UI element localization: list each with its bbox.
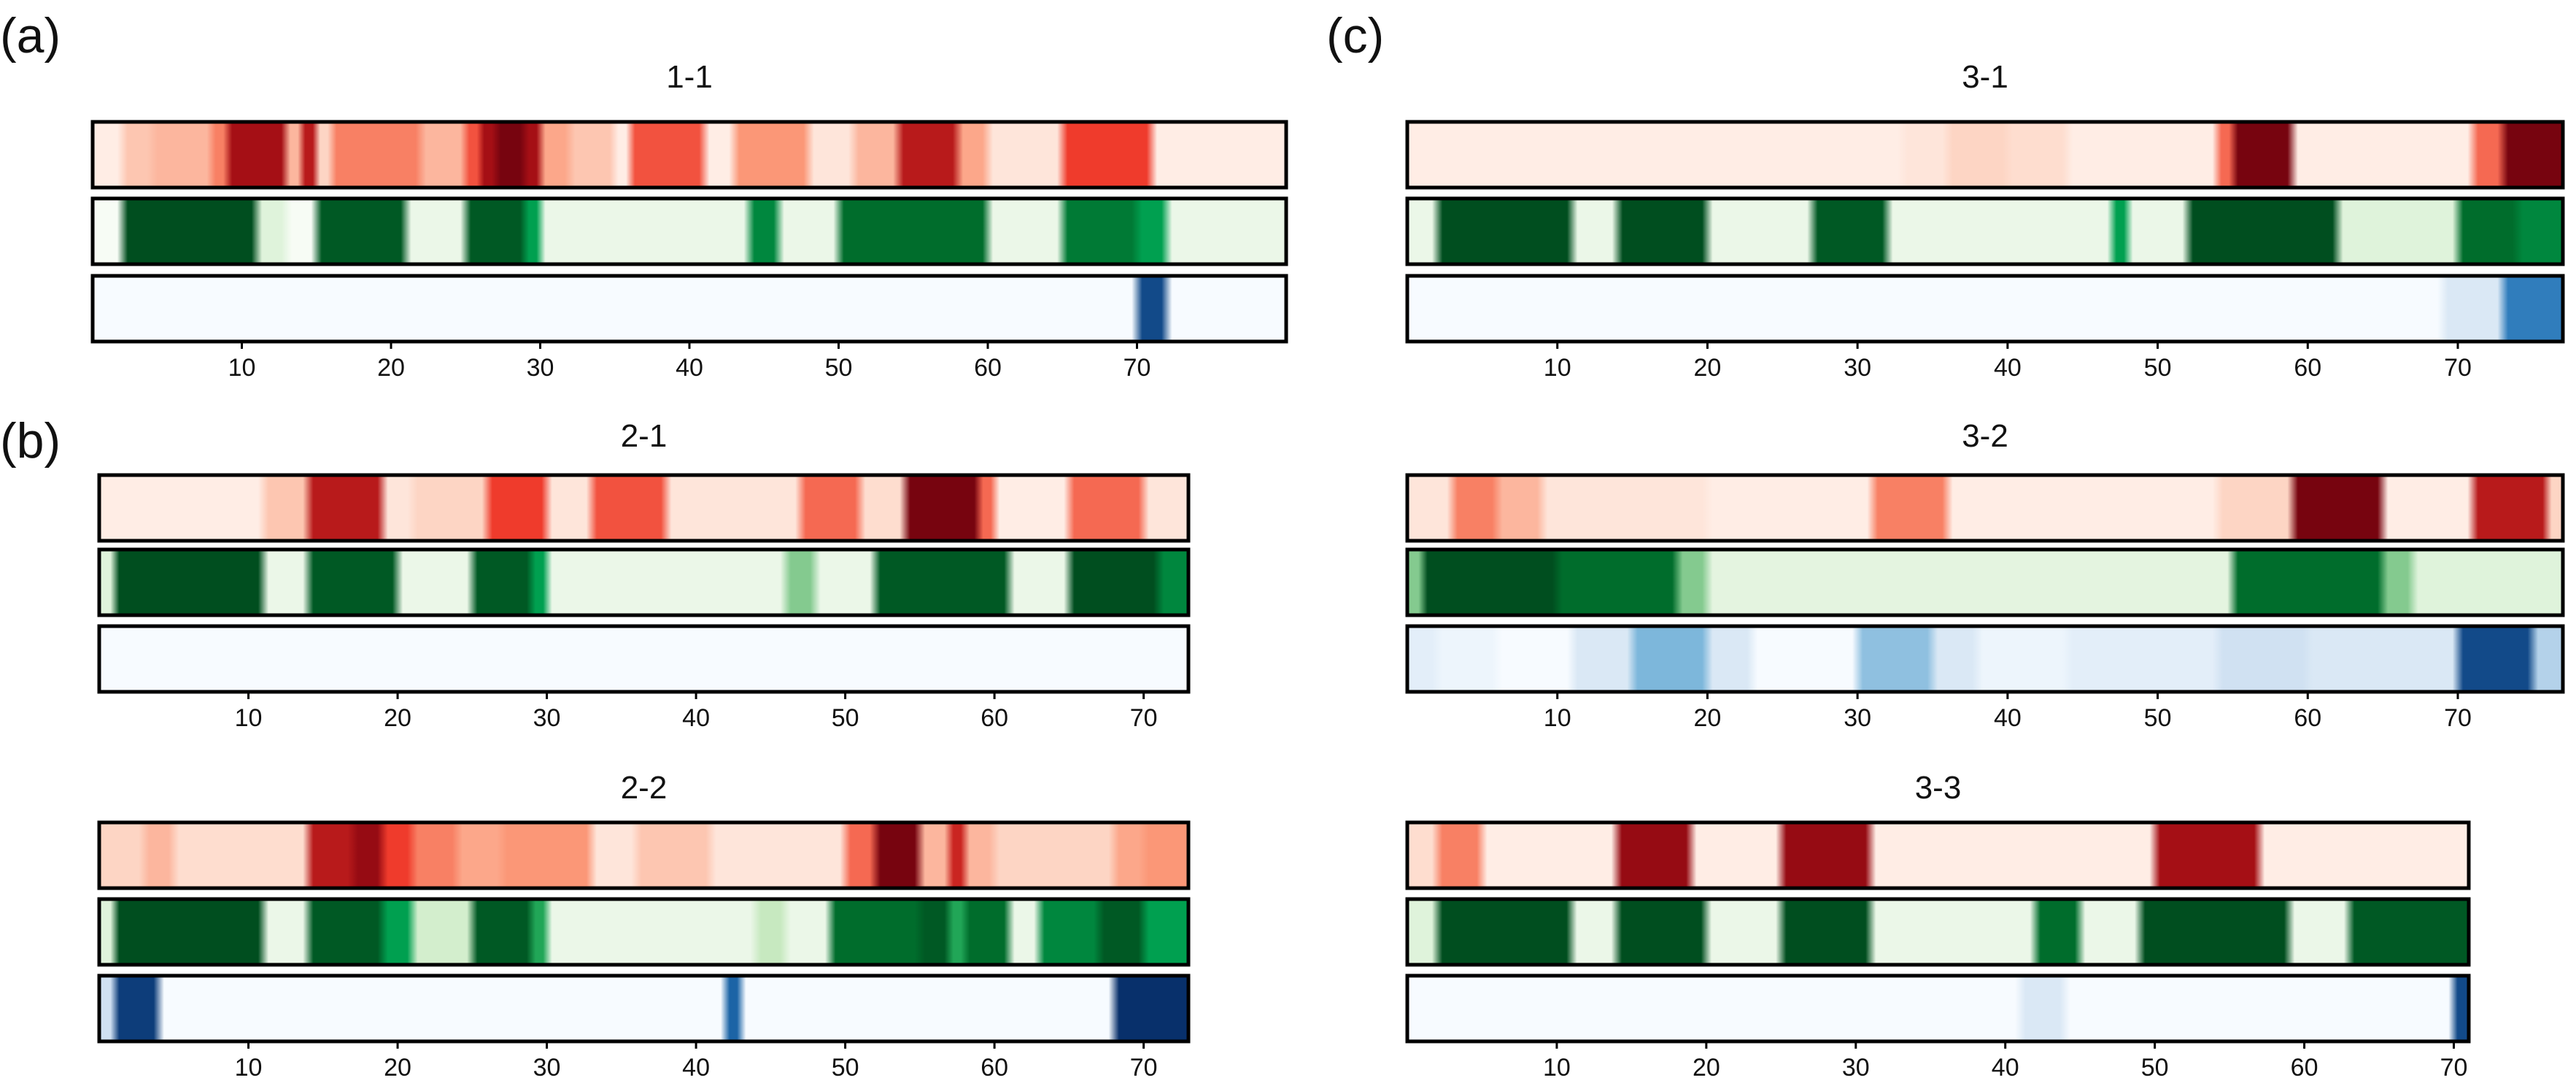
heatmap-track-blue xyxy=(1407,276,2563,342)
heatmap-3-1: 3-1 10 20 30 40 50 60 70 xyxy=(1405,59,2565,382)
heatmap-track-red xyxy=(99,475,1188,541)
heatmap-2-2: 2-2 10 20 30 40 50 60 70 xyxy=(97,770,1191,1082)
x-tick-label: 10 xyxy=(1543,1054,1571,1082)
track-frame xyxy=(1405,274,2565,344)
x-tick-label: 70 xyxy=(1130,1054,1158,1082)
track-frame xyxy=(97,897,1191,967)
x-tick-label: 40 xyxy=(1992,1054,2019,1082)
heatmap-track-blue xyxy=(99,626,1188,692)
chart-title: 3-2 xyxy=(1962,418,2008,454)
panel-label-a: (a) xyxy=(0,8,61,63)
x-tick-label: 40 xyxy=(676,354,703,382)
x-tick-label: 50 xyxy=(825,354,853,382)
chart-title: 2-2 xyxy=(621,770,668,806)
heatmap-2-1: 2-1 10 20 30 40 50 60 70 xyxy=(97,418,1191,732)
heatmap-1-1: 1-1 10 20 30 40 50 60 70 xyxy=(90,59,1288,382)
heatmap-track-green xyxy=(1407,550,2563,615)
track-frame xyxy=(97,547,1191,617)
x-tick-label: 30 xyxy=(1844,354,1871,382)
x-tick-label: 60 xyxy=(980,1054,1008,1082)
heatmap-track-blue xyxy=(1407,626,2563,692)
x-tick-label: 10 xyxy=(1544,354,1571,382)
heatmap-track-red xyxy=(93,122,1286,188)
x-tick-label: 40 xyxy=(682,704,710,732)
x-tick-label: 30 xyxy=(533,1054,561,1082)
x-tick-label: 10 xyxy=(1544,704,1571,732)
track-frame xyxy=(1405,196,2565,266)
x-tick-label: 30 xyxy=(1842,1054,1870,1082)
track-frame xyxy=(1405,897,2471,967)
x-tick-label: 70 xyxy=(1123,354,1151,382)
heatmap-track-green xyxy=(99,899,1188,965)
heatmap-3-3: 3-3 10 20 30 40 50 60 70 xyxy=(1405,770,2471,1082)
panel-label-c: (c) xyxy=(1326,8,1384,63)
heatmap-track-green xyxy=(1407,899,2469,965)
track-frame xyxy=(1405,547,2565,617)
heatmap-track-red xyxy=(1407,475,2563,541)
heatmap-track-blue xyxy=(93,276,1286,342)
x-tick-label: 60 xyxy=(2291,1054,2318,1082)
track-frame xyxy=(1405,120,2565,190)
chart-title: 1-1 xyxy=(666,59,713,95)
x-tick-label: 40 xyxy=(1994,354,2022,382)
x-tick-label: 60 xyxy=(980,704,1008,732)
track-frame xyxy=(90,196,1288,266)
heatmap-track-red xyxy=(1407,822,2469,888)
x-tick-label: 20 xyxy=(1694,704,1722,732)
track-frame xyxy=(97,974,1191,1044)
x-tick-label: 70 xyxy=(2440,1054,2468,1082)
x-tick-label: 20 xyxy=(384,704,411,732)
track-frame xyxy=(1405,624,2565,694)
x-tick-label: 30 xyxy=(527,354,554,382)
track-frame xyxy=(1405,473,2565,543)
heatmap-charts: 1-110 20 30 40 50 60 702-110 20 30 40 50 60 702-210 2… xyxy=(90,59,2565,1082)
track-frame xyxy=(1405,974,2471,1044)
panel-label-b: (b) xyxy=(0,413,61,469)
x-tick-label: 50 xyxy=(832,1054,859,1082)
x-tick-label: 60 xyxy=(2294,354,2321,382)
x-tick-label: 70 xyxy=(2444,704,2472,732)
heatmap-track-red xyxy=(1407,122,2563,188)
heatmap-track-blue xyxy=(1407,976,2469,1041)
x-tick-label: 20 xyxy=(384,1054,411,1082)
x-tick-label: 10 xyxy=(235,1054,263,1082)
track-frame xyxy=(97,624,1191,694)
x-tick-label: 40 xyxy=(1994,704,2022,732)
x-tick-label: 10 xyxy=(235,704,263,732)
x-tick-label: 50 xyxy=(2144,704,2172,732)
track-frame xyxy=(97,820,1191,890)
x-tick-label: 20 xyxy=(1694,354,1722,382)
track-frame xyxy=(1405,820,2471,890)
x-tick-label: 60 xyxy=(2294,704,2321,732)
chart-title: 3-3 xyxy=(1915,770,1962,806)
track-frame xyxy=(97,473,1191,543)
heatmap-3-2: 3-2 10 20 30 40 50 60 70 xyxy=(1405,418,2565,732)
x-tick-label: 50 xyxy=(2144,354,2172,382)
x-tick-label: 10 xyxy=(228,354,256,382)
x-tick-label: 50 xyxy=(832,704,859,732)
chart-title: 2-1 xyxy=(621,418,668,454)
heatmap-track-blue xyxy=(99,976,1188,1041)
x-tick-label: 20 xyxy=(1693,1054,1720,1082)
x-tick-label: 70 xyxy=(2444,354,2472,382)
x-tick-label: 40 xyxy=(682,1054,710,1082)
heatmap-track-green xyxy=(1407,198,2563,264)
x-tick-label: 30 xyxy=(1844,704,1871,732)
x-tick-label: 60 xyxy=(974,354,1002,382)
heatmap-track-red xyxy=(99,822,1188,888)
x-tick-label: 20 xyxy=(377,354,405,382)
x-tick-label: 50 xyxy=(2141,1054,2169,1082)
heatmap-track-green xyxy=(99,550,1188,615)
track-frame xyxy=(90,120,1288,190)
heatmap-track-green xyxy=(93,198,1286,264)
x-tick-label: 30 xyxy=(533,704,561,732)
chart-title: 3-1 xyxy=(1962,59,2008,95)
x-tick-label: 70 xyxy=(1130,704,1158,732)
